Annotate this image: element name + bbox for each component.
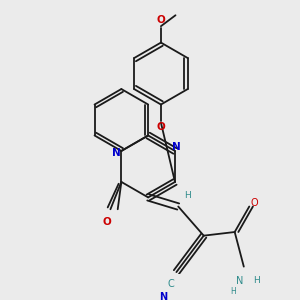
Text: C: C	[168, 279, 174, 290]
Text: O: O	[157, 15, 165, 25]
Text: N: N	[172, 142, 181, 152]
Text: O: O	[102, 217, 111, 226]
Text: H: H	[230, 287, 236, 296]
Text: N: N	[160, 292, 168, 300]
Text: N: N	[236, 276, 244, 286]
Text: N: N	[112, 148, 120, 158]
Text: O: O	[251, 198, 259, 208]
Text: H: H	[184, 191, 191, 200]
Text: O: O	[157, 122, 165, 132]
Text: H: H	[253, 276, 260, 285]
